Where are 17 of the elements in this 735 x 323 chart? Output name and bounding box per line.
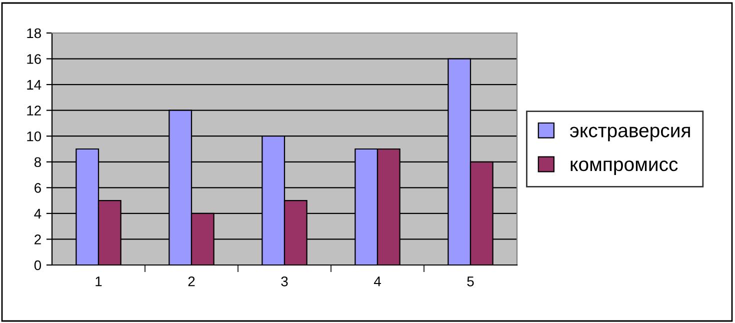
y-tick-label: 12 [27, 106, 41, 116]
y-tick-label: 16 [27, 54, 41, 64]
y-tick-label: 4 [34, 208, 42, 218]
y-tick-label: 2 [34, 234, 41, 244]
y-tick-label: 0 [34, 260, 42, 270]
x-tick-label: 2 [188, 276, 195, 286]
y-tick-label: 18 [27, 28, 41, 38]
y-tick-label: 8 [34, 157, 41, 168]
y-tick-label: 10 [27, 131, 42, 142]
y-tick-label: 6 [34, 183, 41, 193]
legend-label: компромисс [570, 160, 678, 176]
legend-label: экстраверсия [570, 126, 690, 142]
x-tick-label: 5 [467, 276, 474, 286]
x-tick-label: 4 [374, 276, 381, 286]
y-tick-label: 14 [27, 80, 42, 90]
x-tick-label: 3 [281, 276, 288, 286]
x-tick-label: 1 [96, 276, 102, 286]
